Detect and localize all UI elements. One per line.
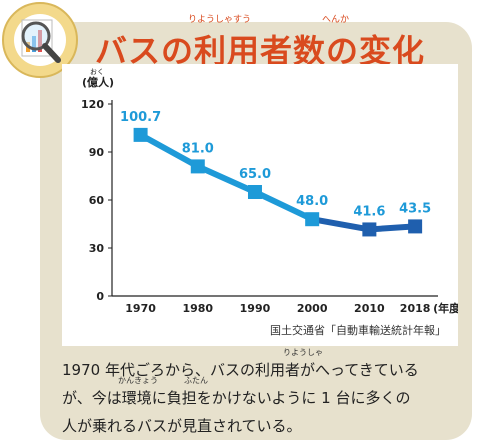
page-title: バスの利用者数の変化 xyxy=(95,32,426,70)
magnifier-chart-icon xyxy=(2,2,78,78)
series-segment-1 xyxy=(194,163,258,195)
source-note: 国土交通省「自動車輸送統計年報」 xyxy=(270,324,446,337)
chart-box: 0 30 60 90 120 (億人) おく 1970 1980 1990 2000 2010 2018… xyxy=(62,64,465,346)
y-axis-label: (億人) xyxy=(82,75,114,89)
x-tick-label-4: 2010 xyxy=(354,302,385,315)
x-tick-label-3: 2000 xyxy=(297,302,328,315)
title-ruby-henka: へんか xyxy=(322,15,350,25)
y-tick-label-1: 30 xyxy=(89,242,105,255)
title-ruby-riyousha: りようしゃすう xyxy=(188,15,252,25)
caption-ruby-futan: ふたん xyxy=(184,376,208,385)
y-tick-label-3: 90 xyxy=(89,146,105,159)
series-segment-0 xyxy=(137,131,201,170)
magnifier-icon xyxy=(21,19,61,63)
x-tick-label-1: 1980 xyxy=(182,302,213,315)
caption-ruby-kankyou: かんきょう xyxy=(118,376,158,385)
caption-line-2: が、今は環境に負担をかけないように 1 台に多くの xyxy=(62,389,411,407)
y-tick-label-0: 0 xyxy=(96,290,104,303)
series-segment-3 xyxy=(309,216,373,233)
data-label-4: 41.6 xyxy=(353,204,385,219)
caption-text: 1970 年代ごろから、バスの利用者がへってきている が、今は環境に負担をかけな… xyxy=(62,356,462,440)
y-axis-label-ruby: おく xyxy=(90,68,104,76)
data-label-1: 81.0 xyxy=(182,141,214,156)
y-tick-label-2: 60 xyxy=(89,194,105,207)
x-tick-label-2: 1990 xyxy=(240,302,271,315)
caption-ruby-riyousha: りようしゃ xyxy=(283,348,323,357)
data-label-3: 48.0 xyxy=(296,194,328,209)
series-segment-2 xyxy=(251,189,316,223)
x-tick-label-0: 1970 xyxy=(125,302,156,315)
data-label-5: 43.5 xyxy=(399,201,431,216)
series-segment-4 xyxy=(366,223,419,233)
data-point-2 xyxy=(247,185,262,199)
x-axis-label: (年度) xyxy=(433,301,458,315)
data-point-4 xyxy=(362,222,377,237)
data-point-1 xyxy=(190,159,205,174)
data-label-2: 65.0 xyxy=(239,167,271,182)
data-point-0 xyxy=(133,127,148,142)
data-point-5 xyxy=(408,219,423,234)
caption-line-3: 人が乗れるバスが見直されている。 xyxy=(62,417,302,435)
data-point-3 xyxy=(305,212,320,227)
y-tick-label-4: 120 xyxy=(81,98,104,111)
line-chart: 0 30 60 90 120 (億人)おく 1970 1980 1990 2000 2010 2018… xyxy=(81,68,465,315)
caption-line-1: 1970 年代ごろから、バスの利用者がへってきている xyxy=(62,361,419,379)
x-tick-label-5: 2018 xyxy=(400,302,431,315)
data-label-0: 100.7 xyxy=(120,110,161,125)
